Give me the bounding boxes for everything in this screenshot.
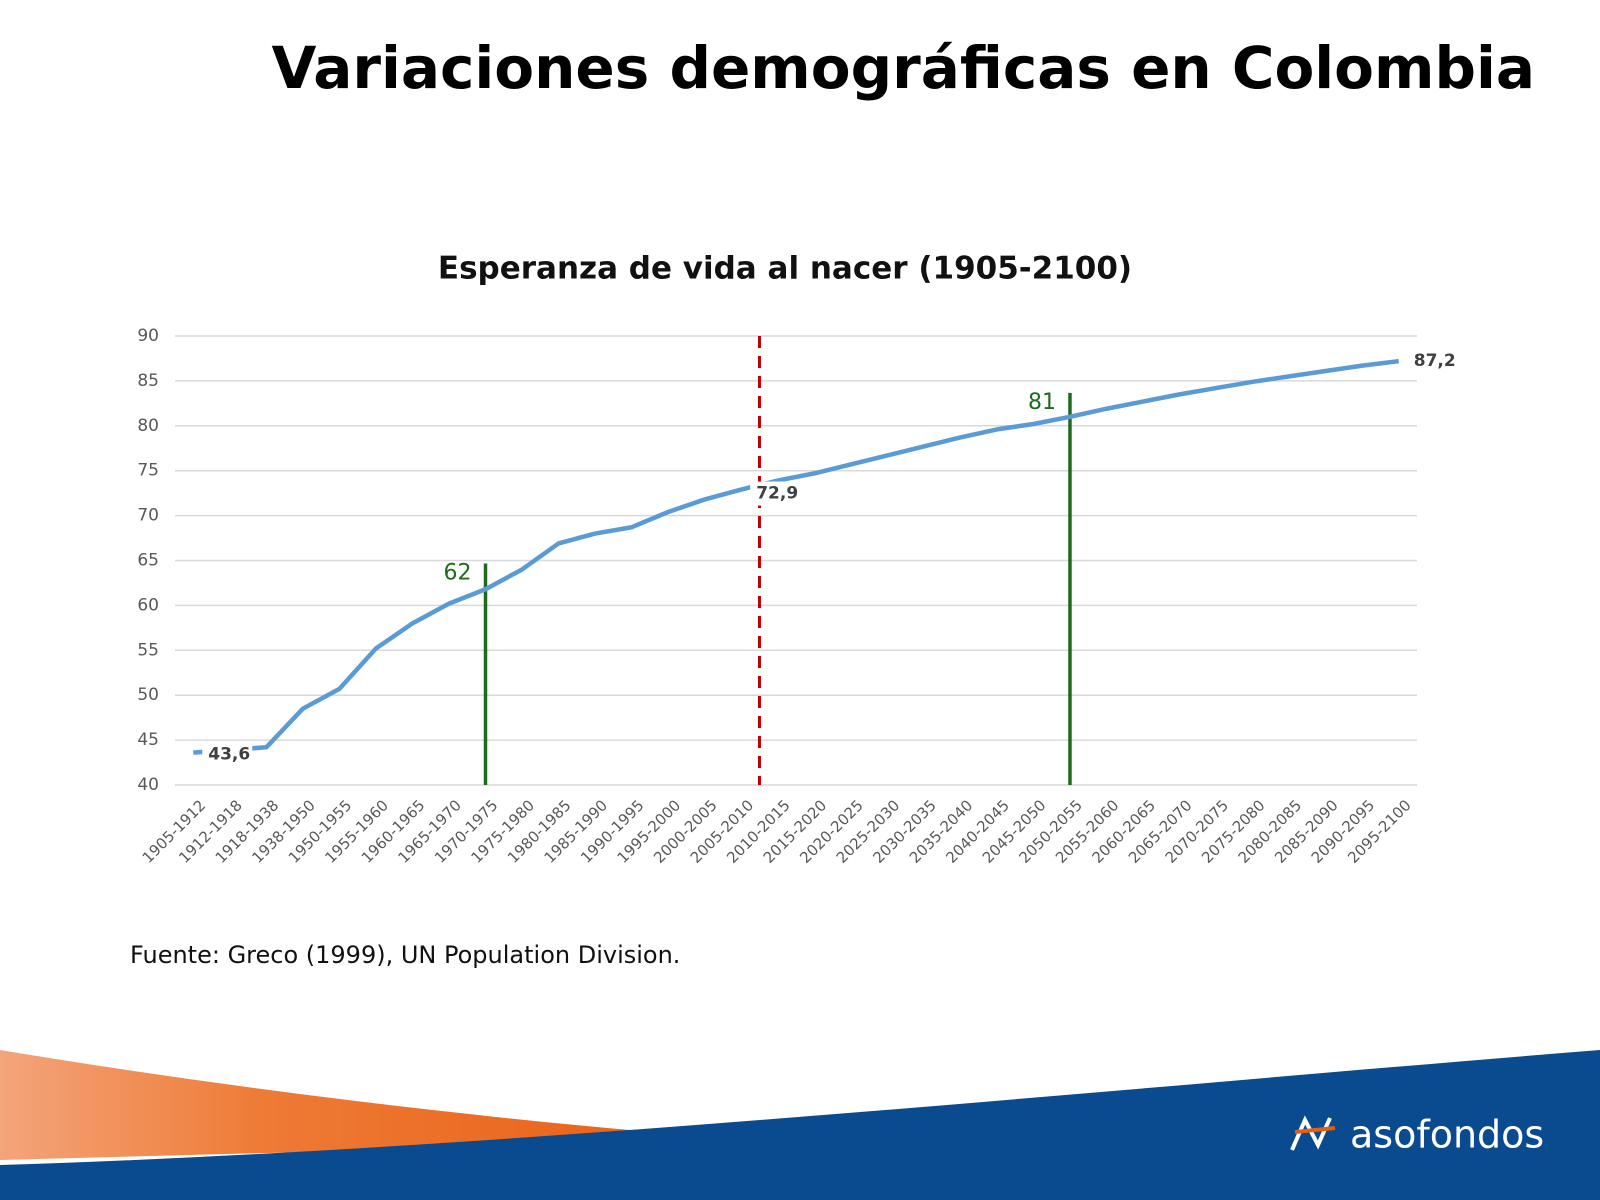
y-tick-label: 60 xyxy=(137,595,159,615)
orange-swoosh xyxy=(0,1050,760,1160)
logo-text: asofondos xyxy=(1350,1113,1544,1157)
y-tick-label: 50 xyxy=(137,685,159,705)
logo-accent xyxy=(1294,1126,1336,1134)
data-line xyxy=(193,358,1400,755)
blue-band xyxy=(0,1050,1600,1200)
y-tick-label: 80 xyxy=(137,416,159,436)
y-tick-label: 40 xyxy=(137,775,159,795)
data-label-bg xyxy=(202,742,253,767)
y-tick-label: 55 xyxy=(137,640,159,660)
plot: 40455055606570758085901905-19121912-1918… xyxy=(137,326,1458,867)
data-label: 87,2 xyxy=(1414,351,1456,371)
y-tick-label: 90 xyxy=(137,326,159,346)
y-tick-label: 85 xyxy=(137,371,159,391)
annotation-text: 81 xyxy=(1028,390,1056,415)
logo-icon xyxy=(1290,1115,1332,1151)
y-tick-label: 65 xyxy=(137,551,159,571)
slide-title: Variaciones demográficas en Colombia xyxy=(272,34,1535,102)
source: Fuente: Greco (1999), UN Population Divi… xyxy=(130,941,680,969)
data-label: 72,9 xyxy=(756,484,798,504)
data-label: 43,6 xyxy=(208,745,250,765)
y-tick-label: 75 xyxy=(137,461,159,481)
data-label-bg xyxy=(1407,349,1458,374)
y-tick-label: 45 xyxy=(137,730,159,750)
data-label-bg xyxy=(750,481,801,506)
y-tick-label: 70 xyxy=(137,506,159,526)
annotation-text: 62 xyxy=(444,560,472,585)
chart-title: Esperanza de vida al nacer (1905-2100) xyxy=(438,251,1132,287)
footer: asofondos xyxy=(0,1050,1600,1200)
